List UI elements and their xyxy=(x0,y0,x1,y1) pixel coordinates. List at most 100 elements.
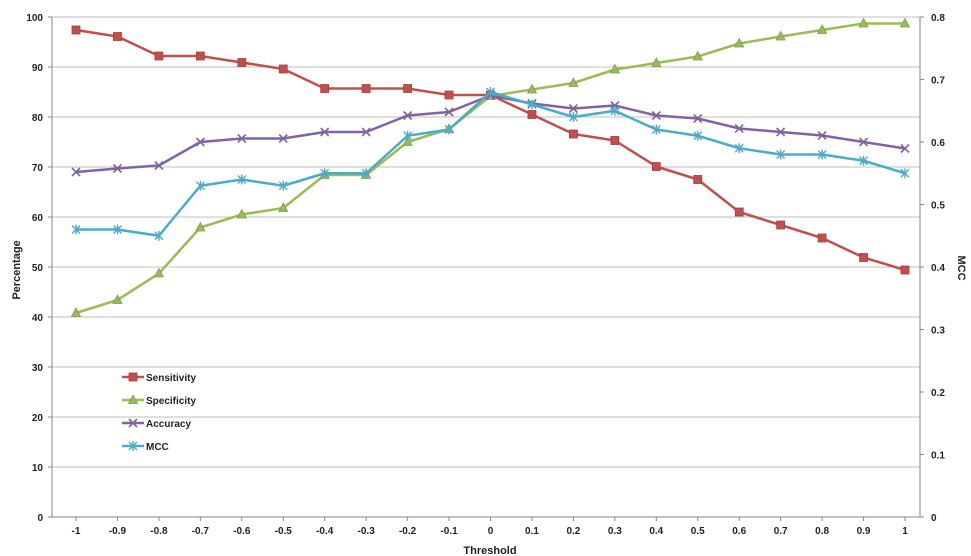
x-tick-label: 0.9 xyxy=(857,526,871,537)
data-point-sensitivity xyxy=(527,110,537,119)
data-point-accuracy xyxy=(154,160,164,171)
data-point-specificity xyxy=(195,221,206,232)
data-point-specificity xyxy=(70,307,82,317)
y-right-tick-label: 0.8 xyxy=(931,13,945,24)
y-axis-left-ticks: 0 10 20 30 40 50 60 70 80 90 100 xyxy=(26,13,52,524)
y-right-tick-label: 0.6 xyxy=(931,138,945,149)
data-point-accuracy xyxy=(900,143,910,154)
y-tick-label: 0 xyxy=(37,513,43,524)
data-point-accuracy xyxy=(776,127,786,137)
data-point-mcc xyxy=(734,143,744,154)
x-tick-label: 0.8 xyxy=(815,526,829,537)
x-tick-label: -1 xyxy=(72,526,81,537)
data-point-specificity xyxy=(609,63,621,74)
data-point-accuracy xyxy=(858,137,869,147)
series-mcc xyxy=(71,87,910,241)
legend: Sensitivity Specificity Accuracy MCC xyxy=(122,372,196,453)
gridlines xyxy=(52,16,920,468)
x-tick-label: 0 xyxy=(488,526,494,537)
data-point-accuracy xyxy=(71,167,81,177)
y-tick-label: 70 xyxy=(32,163,44,174)
data-point-specificity xyxy=(858,17,869,28)
data-point-sensitivity xyxy=(237,58,247,67)
x-tick-label: -0.9 xyxy=(109,526,127,537)
x-tick-label: 0.5 xyxy=(691,526,705,537)
x-tick-label: 0.2 xyxy=(566,526,580,537)
data-point-specificity xyxy=(568,77,579,87)
y-right-tick-label: 0.5 xyxy=(931,201,945,212)
legend-marker-accuracy xyxy=(128,418,138,428)
legend-marker-mcc xyxy=(128,441,138,451)
data-point-specificity xyxy=(278,202,289,212)
data-point-accuracy xyxy=(403,110,413,121)
y-tick-label: 40 xyxy=(32,313,44,324)
y-right-tick-label: 0.7 xyxy=(931,76,945,87)
y-right-tick-label: 0.2 xyxy=(931,388,945,399)
data-point-mcc xyxy=(859,155,869,166)
data-point-accuracy xyxy=(651,110,661,121)
data-point-mcc xyxy=(444,124,454,135)
data-point-mcc xyxy=(403,130,413,141)
x-tick-label: -0.6 xyxy=(233,526,251,537)
data-point-sensitivity xyxy=(154,51,164,61)
data-point-specificity xyxy=(816,24,828,34)
data-point-mcc xyxy=(112,224,122,235)
y-right-tick-label: 0.3 xyxy=(931,326,945,337)
data-point-accuracy xyxy=(320,127,330,137)
series-line-accuracy xyxy=(75,94,906,174)
legend-marker-sensitivity xyxy=(128,372,138,382)
y-right-tick-label: 0.4 xyxy=(931,263,945,274)
x-tick-label: 1 xyxy=(902,526,908,537)
y-axis-left-title: Percentage xyxy=(11,240,23,299)
series-accuracy xyxy=(71,90,910,177)
x-tick-label: -0.5 xyxy=(275,526,293,537)
data-point-accuracy xyxy=(237,133,247,144)
legend-label-specificity: Specificity xyxy=(146,396,196,407)
y-axis-right-title: MCC xyxy=(955,255,967,280)
data-point-accuracy xyxy=(195,137,205,147)
data-point-specificity xyxy=(112,294,123,304)
data-point-specificity xyxy=(402,136,413,146)
x-tick-label: 0.3 xyxy=(608,526,622,537)
x-tick-label: -0.4 xyxy=(316,526,334,537)
data-point-accuracy xyxy=(817,130,827,141)
data-point-mcc xyxy=(195,180,205,191)
series-layer xyxy=(70,17,911,317)
data-point-specificity xyxy=(775,30,786,41)
data-point-sensitivity xyxy=(361,84,371,93)
data-point-sensitivity xyxy=(444,90,454,100)
y-axis-right-ticks: 0 0.1 0.2 0.3 0.4 0.5 0.6 0.7 0.8 xyxy=(920,13,945,524)
data-point-sensitivity xyxy=(734,207,744,217)
data-point-accuracy xyxy=(112,163,123,174)
legend-label-accuracy: Accuracy xyxy=(146,419,191,430)
legend-marker-specificity xyxy=(127,394,139,404)
data-point-specificity xyxy=(692,50,703,61)
data-point-mcc xyxy=(154,230,164,241)
x-tick-label: -0.8 xyxy=(150,526,168,537)
data-point-mcc xyxy=(610,105,620,116)
x-tick-label: 0.1 xyxy=(525,526,539,537)
data-point-specificity xyxy=(651,57,662,67)
data-point-mcc xyxy=(361,168,371,179)
y-tick-label: 90 xyxy=(32,63,44,74)
data-point-accuracy xyxy=(734,123,744,134)
data-point-accuracy xyxy=(444,107,454,117)
y-tick-label: 60 xyxy=(32,213,44,224)
data-point-mcc xyxy=(237,174,247,185)
series-sensitivity xyxy=(71,25,910,275)
y-tick-label: 80 xyxy=(32,113,44,124)
data-point-sensitivity xyxy=(693,175,703,184)
data-point-mcc xyxy=(651,124,661,135)
data-point-sensitivity xyxy=(403,84,413,93)
y-right-tick-label: 0.1 xyxy=(931,451,945,462)
data-point-mcc xyxy=(900,168,910,179)
data-point-specificity xyxy=(734,37,745,48)
x-tick-label: 0.7 xyxy=(774,526,788,537)
y-tick-label: 20 xyxy=(32,413,44,424)
data-point-mcc xyxy=(568,112,578,122)
data-point-mcc xyxy=(278,180,288,191)
data-point-specificity xyxy=(236,208,247,219)
data-point-sensitivity xyxy=(569,129,578,139)
data-point-sensitivity xyxy=(71,25,81,35)
